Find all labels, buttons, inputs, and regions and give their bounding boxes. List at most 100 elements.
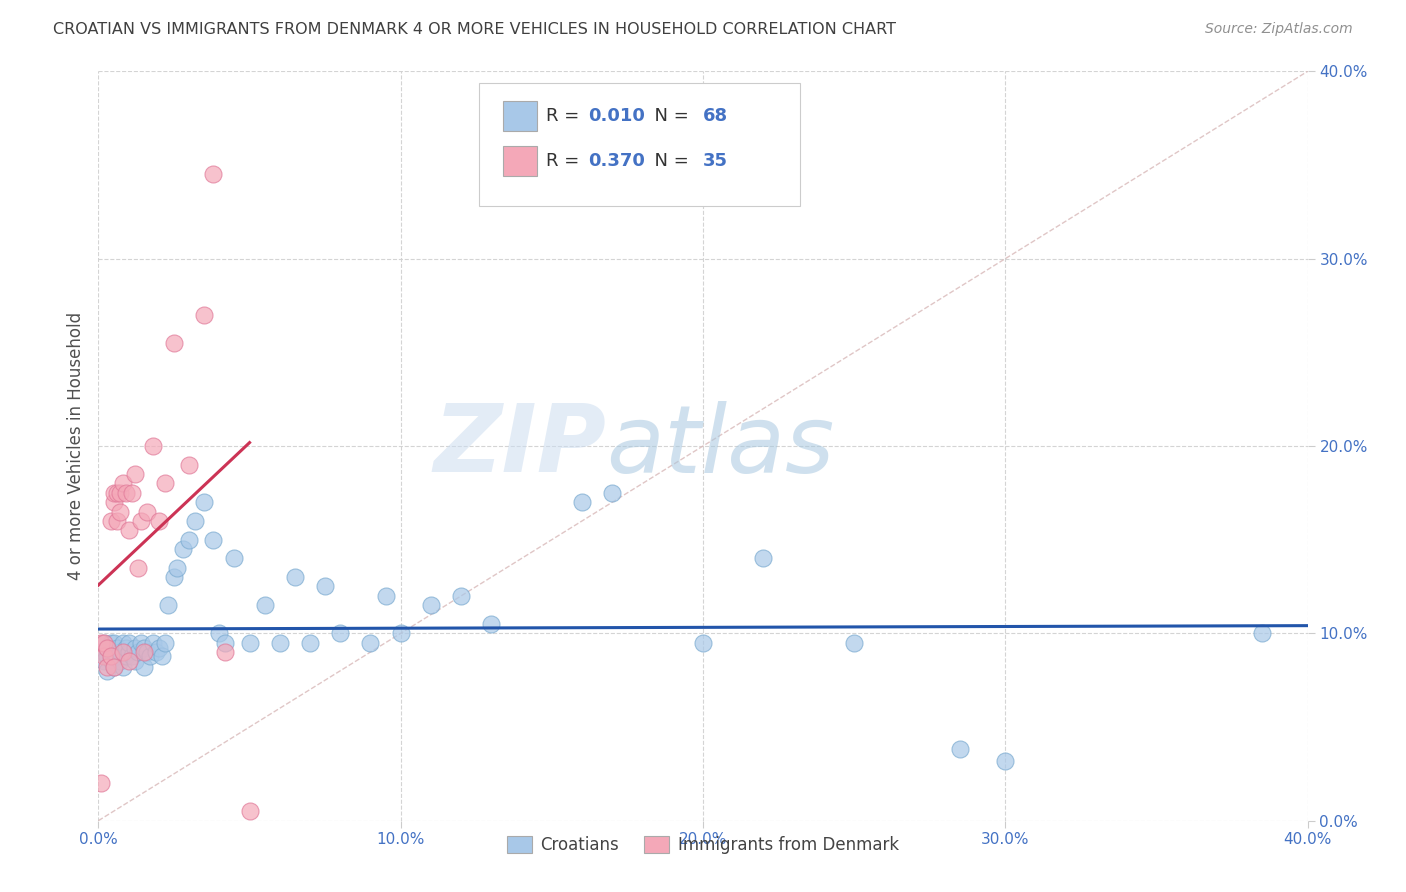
Point — [153, 635, 176, 649]
Text: Source: ZipAtlas.com: Source: ZipAtlas.com — [1205, 22, 1353, 37]
Point — [93, 635, 115, 649]
Point — [118, 655, 141, 669]
Point — [103, 486, 125, 500]
Point — [179, 533, 201, 547]
Point — [214, 645, 236, 659]
Point — [994, 754, 1017, 768]
Point — [103, 635, 125, 649]
Point — [103, 660, 125, 674]
Point — [127, 645, 149, 659]
Point — [121, 486, 143, 500]
Point — [108, 505, 131, 519]
Point — [135, 645, 157, 659]
Point — [100, 635, 122, 649]
Y-axis label: 4 or more Vehicles in Household: 4 or more Vehicles in Household — [66, 312, 84, 580]
Point — [156, 599, 179, 613]
Point — [193, 308, 215, 322]
Point — [100, 648, 122, 663]
Point — [129, 635, 152, 649]
Point — [93, 635, 115, 649]
Point — [179, 458, 201, 472]
Point — [105, 641, 128, 656]
Point — [163, 336, 186, 351]
Point — [148, 641, 170, 656]
Point — [114, 648, 136, 663]
Point — [420, 599, 443, 613]
Point — [108, 486, 131, 500]
Point — [118, 645, 141, 659]
Point — [329, 626, 352, 640]
Point — [208, 626, 231, 640]
Point — [360, 635, 382, 649]
Point — [153, 476, 176, 491]
Point — [224, 551, 246, 566]
Text: 68: 68 — [703, 107, 728, 125]
Point — [602, 486, 624, 500]
Point — [114, 486, 136, 500]
Point — [96, 641, 118, 656]
Point — [150, 648, 173, 663]
Point — [314, 580, 336, 594]
Text: atlas: atlas — [606, 401, 835, 491]
Point — [111, 476, 134, 491]
Point — [299, 635, 322, 649]
Point — [132, 645, 155, 659]
Point — [108, 645, 131, 659]
Text: CROATIAN VS IMMIGRANTS FROM DENMARK 4 OR MORE VEHICLES IN HOUSEHOLD CORRELATION : CROATIAN VS IMMIGRANTS FROM DENMARK 4 OR… — [53, 22, 897, 37]
Point — [239, 635, 262, 649]
Point — [100, 514, 122, 528]
Point — [90, 645, 112, 659]
Point — [844, 635, 866, 649]
Point — [132, 641, 155, 656]
Text: ZIP: ZIP — [433, 400, 606, 492]
Text: R =: R = — [546, 153, 585, 170]
Point — [389, 626, 412, 640]
Point — [100, 645, 122, 659]
Point — [124, 655, 146, 669]
Point — [145, 645, 167, 659]
Point — [96, 660, 118, 674]
Point — [103, 660, 125, 674]
Point — [202, 533, 225, 547]
Point — [148, 514, 170, 528]
Point — [127, 561, 149, 575]
Point — [118, 635, 141, 649]
Point — [118, 524, 141, 538]
Point — [269, 635, 291, 649]
Point — [193, 495, 215, 509]
Point — [172, 542, 194, 557]
Point — [374, 589, 396, 603]
Point — [121, 648, 143, 663]
Point — [103, 495, 125, 509]
Point — [105, 514, 128, 528]
Point — [139, 648, 162, 663]
Point — [111, 645, 134, 659]
Point — [111, 635, 134, 649]
Text: 35: 35 — [703, 153, 728, 170]
Text: N =: N = — [643, 153, 695, 170]
Point — [105, 648, 128, 663]
Point — [111, 660, 134, 674]
Point — [100, 652, 122, 666]
Bar — [503, 102, 537, 131]
Point — [129, 514, 152, 528]
Point — [90, 776, 112, 790]
Text: 0.010: 0.010 — [588, 107, 645, 125]
Text: 0.370: 0.370 — [588, 153, 645, 170]
Point — [96, 641, 118, 656]
Point — [124, 467, 146, 482]
Point — [142, 635, 165, 649]
Point — [105, 486, 128, 500]
Point — [692, 635, 714, 649]
Point — [142, 439, 165, 453]
Legend: Croatians, Immigrants from Denmark: Croatians, Immigrants from Denmark — [501, 830, 905, 861]
Point — [284, 570, 307, 584]
Text: N =: N = — [643, 107, 695, 125]
Point — [202, 168, 225, 182]
Point — [163, 570, 186, 584]
Point — [214, 635, 236, 649]
Point — [752, 551, 775, 566]
Point — [481, 617, 503, 632]
Point — [949, 742, 972, 756]
Point — [1251, 626, 1274, 640]
